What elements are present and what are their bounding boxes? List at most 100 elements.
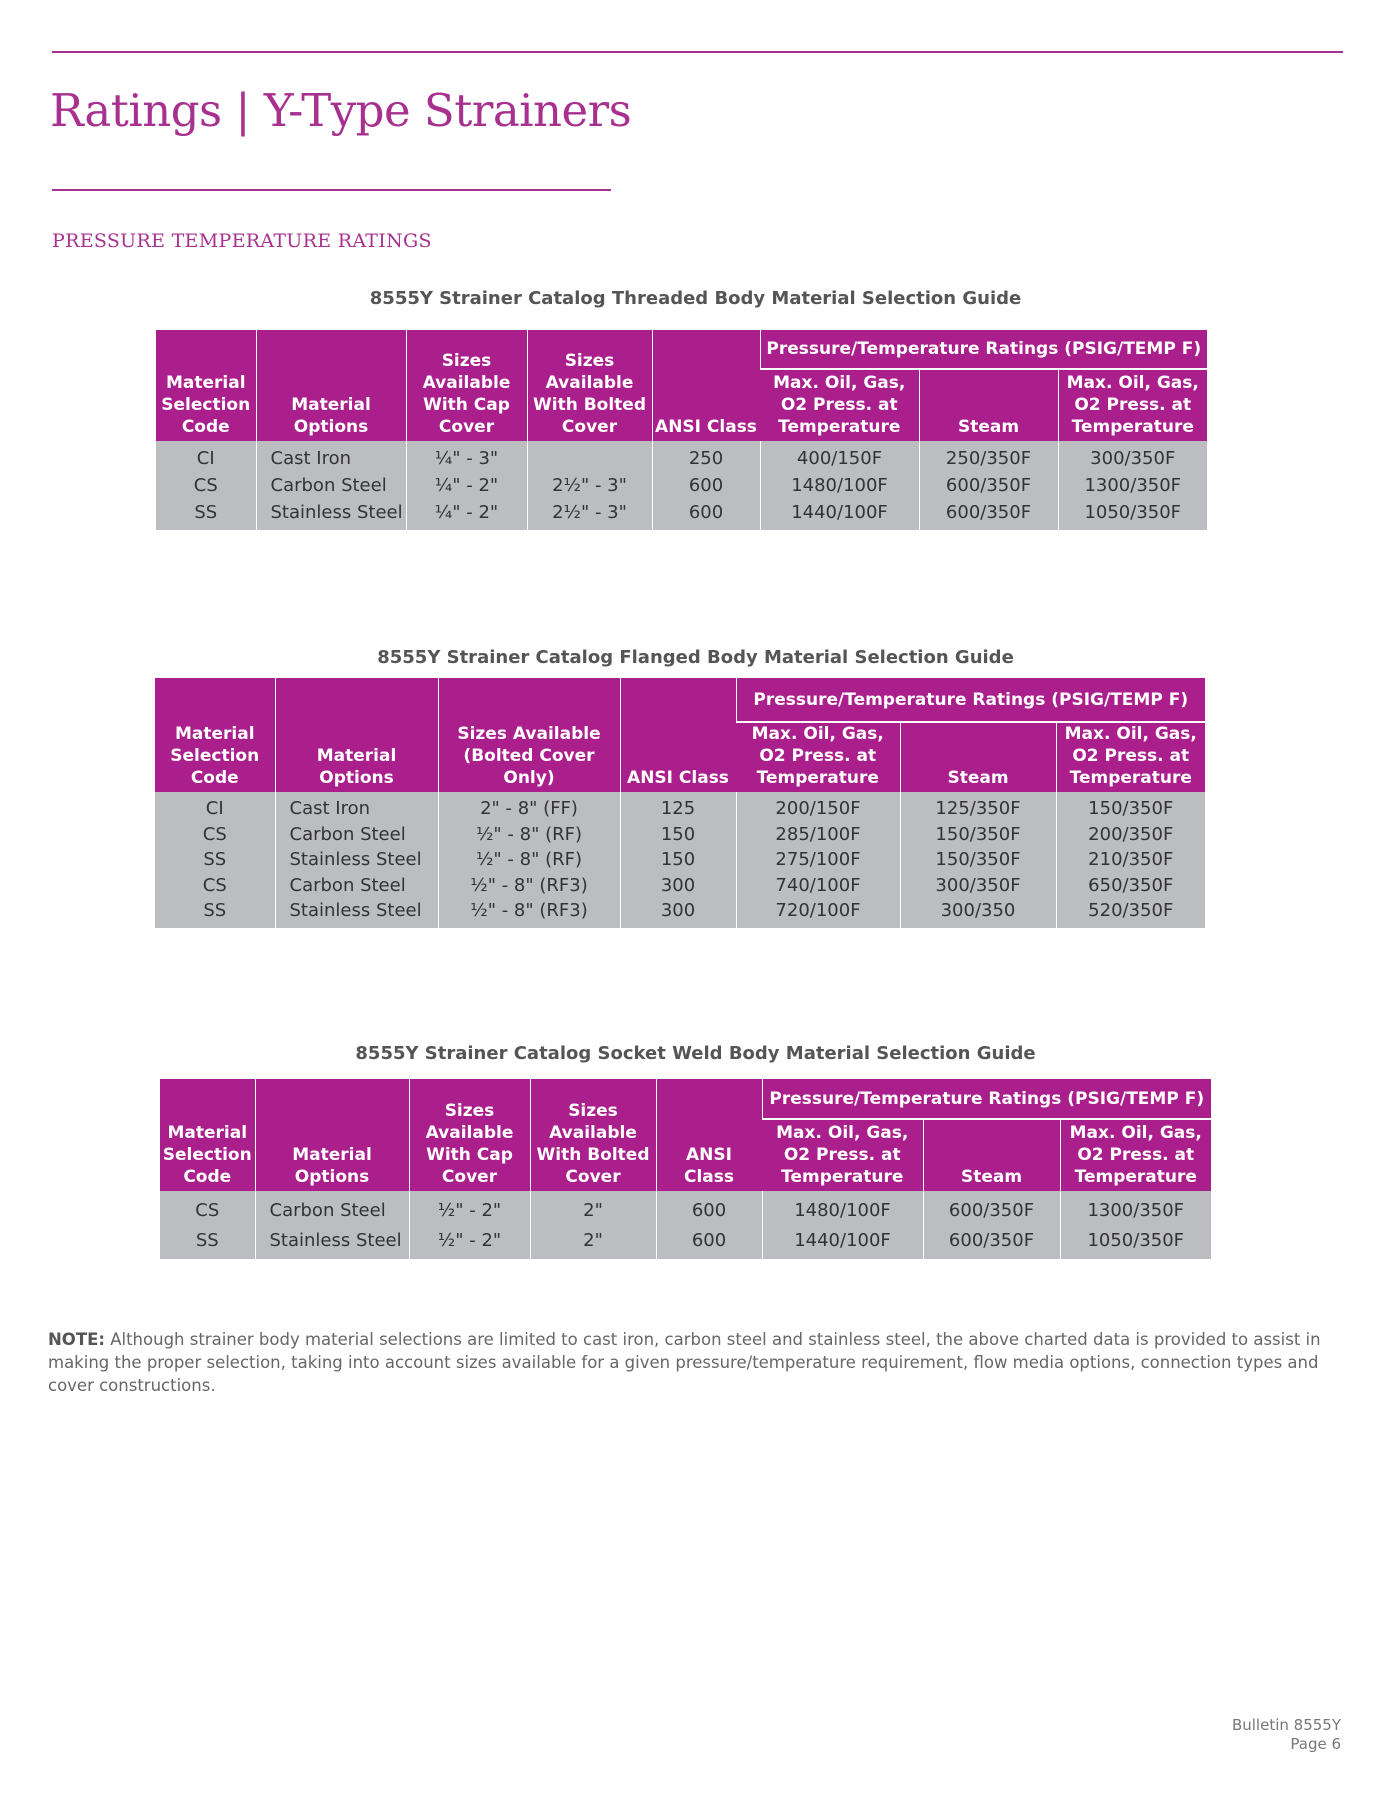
- cell-max-oil-gas-o2-2: 1300/350F: [1057, 472, 1207, 499]
- note: NOTE: Although strainer body material se…: [48, 1328, 1348, 1397]
- cell-steam: 600/350F: [922, 1191, 1060, 1225]
- column-header-max-oil-gas-o2-2: Max. Oil, Gas, O2 Press. at Temperature: [1055, 722, 1205, 792]
- cell-max-oil-gas-o2-1: 285/100F: [735, 821, 900, 847]
- column-header-material-code: Material Selection Code: [160, 1079, 255, 1191]
- column-header-ansi-class: ANSI Class: [619, 678, 736, 792]
- cell-ansi-class: 600: [651, 472, 760, 499]
- cell-sizes-cap-cover: ¼" - 3": [405, 441, 527, 472]
- cell-max-oil-gas-o2-1: 275/100F: [735, 847, 900, 873]
- table-row: SS Stainless Steel ¼" - 2" 2½" - 3" 600 1440/…: [156, 499, 1207, 530]
- cell-sizes-bolted-cover: 2½" - 3": [526, 499, 652, 530]
- column-header-sizes-bolted-cover: Sizes Available With Bolted Cover: [526, 330, 652, 441]
- column-header-max-oil-gas-o2-1: Max. Oil, Gas, O2 Press. at Temperature: [736, 722, 900, 792]
- cell-steam: 125/350F: [899, 792, 1056, 822]
- cell-ansi-class: 150: [619, 821, 736, 847]
- table-row: CS Carbon Steel ¼" - 2" 2½" - 3" 600 1480/100…: [156, 472, 1207, 499]
- subheader-row: Max. Oil, Gas, O2 Press. at Temperature S…: [160, 1119, 1211, 1191]
- cell-max-oil-gas-o2-2: 210/350F: [1055, 847, 1205, 873]
- column-header-material-code: Material Selection Code: [155, 678, 275, 792]
- cell-sizes-cap-cover: ¼" - 2": [405, 472, 527, 499]
- cell-steam: 300/350F: [899, 872, 1056, 898]
- flanged-body-table: Material Selection Code Material Options S…: [155, 678, 1205, 928]
- cell-material-options: Carbon Steel: [254, 1191, 409, 1225]
- table-row: CI Cast Iron ¼" - 3" 250 400/150F 250/350F 300…: [156, 441, 1207, 472]
- cell-max-oil-gas-o2-2: 1050/350F: [1057, 499, 1207, 530]
- subheader-row: Max. Oil, Gas, O2 Press. at Temperature S…: [156, 369, 1207, 441]
- cell-sizes-bolted-cover-only: ½" - 8" (RF3): [437, 872, 620, 898]
- table-row: CI Cast Iron 2" - 8" (FF) 125 200/150F 125/35…: [155, 792, 1205, 822]
- column-header-steam: Steam: [922, 1119, 1060, 1191]
- cell-max-oil-gas-o2-2: 1300/350F: [1059, 1191, 1211, 1225]
- group-header-pressure-temperature: Pressure/Temperature Ratings (PSIG/TEMP …: [761, 1079, 1211, 1120]
- column-header-sizes-bolted-cover-only: Sizes Available (Bolted Cover Only): [437, 678, 620, 792]
- table-row: SS Stainless Steel ½" - 2" 2" 600 1440/100F 60…: [160, 1225, 1211, 1259]
- table-row: SS Stainless Steel ½" - 8" (RF) 150 275/100F…: [155, 847, 1205, 873]
- cell-material-options: Cast Iron: [255, 441, 406, 472]
- cell-sizes-bolted-cover: [526, 441, 652, 472]
- cell-sizes-cap-cover: ½" - 2": [408, 1191, 530, 1225]
- cell-max-oil-gas-o2-2: 150/350F: [1055, 792, 1205, 822]
- cell-material-code: CS: [160, 1191, 255, 1225]
- cell-sizes-bolted-cover-only: ½" - 8" (RF): [437, 821, 620, 847]
- bulletin-number: Bulletin 8555Y: [1231, 1716, 1341, 1734]
- cell-steam: 300/350: [899, 898, 1056, 928]
- section-heading: PRESSURE TEMPERATURE RATINGS: [52, 230, 432, 252]
- cell-ansi-class: 300: [619, 872, 736, 898]
- threaded-body-table: Material Selection Code Material Options S…: [156, 330, 1207, 530]
- cell-ansi-class: 300: [619, 898, 736, 928]
- cell-material-options: Carbon Steel: [274, 872, 438, 898]
- column-header-sizes-bolted-cover: Sizes Available With Bolted Cover: [529, 1079, 656, 1191]
- cell-material-options: Cast Iron: [274, 792, 438, 822]
- cell-max-oil-gas-o2-1: 200/150F: [735, 792, 900, 822]
- cell-steam: 150/350F: [899, 821, 1056, 847]
- cell-sizes-bolted-cover-only: ½" - 8" (RF): [437, 847, 620, 873]
- note-label: NOTE:: [48, 1330, 105, 1349]
- column-header-sizes-cap-cover: Sizes Available With Cap Cover: [408, 1079, 530, 1191]
- page-number: Page 6: [1290, 1735, 1341, 1753]
- header-row: Material Selection Code Material Options S…: [155, 678, 1205, 792]
- cell-material-code: CS: [155, 821, 275, 847]
- group-header-pressure-temperature: Pressure/Temperature Ratings (PSIG/TEMP …: [735, 678, 1205, 723]
- column-header-sizes-cap-cover: Sizes Available With Cap Cover: [405, 330, 527, 441]
- column-header-steam: Steam: [899, 722, 1056, 792]
- cell-sizes-cap-cover: ½" - 2": [408, 1225, 530, 1259]
- table-caption-socket-weld: 8555Y Strainer Catalog Socket Weld Body …: [355, 1043, 1036, 1064]
- cell-max-oil-gas-o2-2: 300/350F: [1057, 441, 1207, 472]
- cell-steam: 250/350F: [918, 441, 1058, 472]
- cell-material-options: Stainless Steel: [254, 1225, 409, 1259]
- title-underline: [52, 189, 611, 191]
- cell-material-code: SS: [160, 1225, 255, 1259]
- cell-max-oil-gas-o2-2: 200/350F: [1055, 821, 1205, 847]
- cell-material-options: Carbon Steel: [274, 821, 438, 847]
- cell-material-code: CS: [156, 472, 256, 499]
- cell-material-code: CS: [155, 872, 275, 898]
- cell-steam: 600/350F: [922, 1225, 1060, 1259]
- column-header-material-code: Material Selection Code: [156, 330, 256, 441]
- page-footer: Bulletin 8555Y Page 6: [1232, 1716, 1341, 1754]
- page-title: Ratings | Y-Type Strainers: [50, 84, 632, 137]
- cell-max-oil-gas-o2-1: 720/100F: [735, 898, 900, 928]
- cell-max-oil-gas-o2-1: 1440/100F: [759, 499, 919, 530]
- cell-sizes-bolted-cover: 2": [529, 1225, 656, 1259]
- table-row: CS Carbon Steel ½" - 2" 2" 600 1480/100F 600/3…: [160, 1191, 1211, 1225]
- cell-material-options: Carbon Steel: [255, 472, 406, 499]
- cell-ansi-class: 150: [619, 847, 736, 873]
- column-header-max-oil-gas-o2-2: Max. Oil, Gas, O2 Press. at Temperature: [1059, 1119, 1211, 1191]
- cell-max-oil-gas-o2-1: 1480/100F: [759, 472, 919, 499]
- header-row: Material Selection Code Material Options S…: [156, 330, 1207, 441]
- cell-max-oil-gas-o2-1: 1440/100F: [761, 1225, 923, 1259]
- table-caption-threaded: 8555Y Strainer Catalog Threaded Body Mat…: [369, 288, 1022, 309]
- cell-ansi-class: 125: [619, 792, 736, 822]
- cell-steam: 600/350F: [918, 472, 1058, 499]
- cell-ansi-class: 600: [651, 499, 760, 530]
- cell-max-oil-gas-o2-1: 740/100F: [735, 872, 900, 898]
- column-header-max-oil-gas-o2-1: Max. Oil, Gas, O2 Press. at Temperature: [762, 1119, 923, 1191]
- cell-max-oil-gas-o2-2: 650/350F: [1055, 872, 1205, 898]
- cell-steam: 600/350F: [918, 499, 1058, 530]
- cell-ansi-class: 250: [651, 441, 760, 472]
- column-header-steam: Steam: [918, 369, 1058, 441]
- column-header-ansi-class: ANSI Class: [655, 1079, 762, 1191]
- column-header-max-oil-gas-o2-1: Max. Oil, Gas, O2 Press. at Temperature: [760, 369, 919, 441]
- cell-sizes-cap-cover: ¼" - 2": [405, 499, 527, 530]
- table-row: CS Carbon Steel ½" - 8" (RF3) 300 740/100F 30…: [155, 872, 1205, 898]
